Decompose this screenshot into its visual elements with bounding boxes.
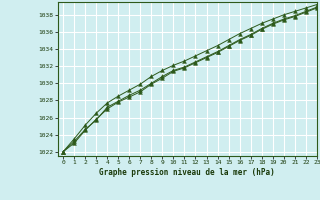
X-axis label: Graphe pression niveau de la mer (hPa): Graphe pression niveau de la mer (hPa) bbox=[99, 168, 275, 177]
